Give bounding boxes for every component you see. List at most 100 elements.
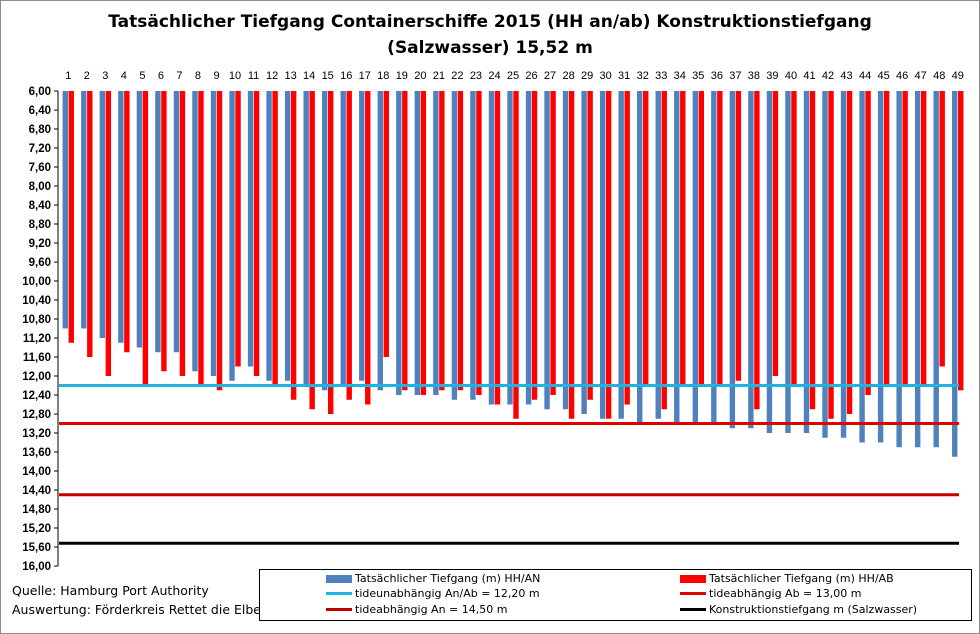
bar-hh-ab (958, 91, 964, 391)
y-tick-label: 12,40 (22, 390, 51, 402)
y-tick-label: 6,40 (29, 105, 51, 117)
y-tick-label: 11,60 (23, 352, 51, 364)
bar-hh-an (229, 91, 235, 381)
bar-hh-ab (365, 91, 371, 405)
y-tick-label: 7,60 (29, 162, 51, 174)
bar-hh-an (340, 91, 346, 386)
x-category-label: 43 (840, 70, 852, 82)
bar-hh-ab (420, 91, 427, 395)
x-category-label: 48 (933, 70, 945, 82)
x-category-label: 25 (507, 70, 519, 82)
legend-swatch-tideunabhaengig (326, 592, 352, 595)
bar-hh-an (914, 91, 921, 448)
legend-label-tideabhaengig-an: tideabhängig An = 14,50 m (355, 603, 508, 616)
y-tick-label: 15,20 (22, 523, 51, 535)
reference-lines (59, 384, 959, 545)
bar-hh-an (173, 91, 180, 353)
x-category-label: 45 (877, 70, 889, 82)
x-category-label: 32 (637, 70, 649, 82)
x-category-label: 23 (470, 70, 482, 82)
bar-hh-an (414, 91, 421, 395)
bar-hh-an (711, 91, 717, 424)
bar-hh-an (766, 91, 773, 433)
x-category-label: 40 (785, 70, 797, 82)
bar-hh-an (859, 91, 865, 443)
analysis-label: Auswertung: Förderkreis Rettet die Elbe (12, 602, 261, 617)
y-tick-label: 13,60 (22, 447, 51, 459)
x-category-label: 16 (340, 70, 352, 82)
bar-hh-an (433, 91, 439, 395)
bar-hh-an (822, 91, 828, 438)
x-category-label: 3 (102, 70, 108, 82)
bar-hh-an (692, 91, 699, 424)
bar-hh-an (803, 91, 810, 433)
bar-hh-an (840, 91, 847, 438)
y-tick-label: 14,00 (22, 466, 51, 478)
bar-hh-ab (920, 91, 927, 386)
bar-hh-ab (383, 91, 389, 357)
y-tick-label: 7,20 (29, 143, 51, 155)
y-tick-label: 6,80 (29, 124, 51, 136)
x-category-label: 46 (896, 70, 908, 82)
x-category-label: 1 (65, 70, 71, 82)
x-category-label: 30 (600, 70, 612, 82)
x-category-label: 19 (396, 70, 408, 82)
x-category-label: 42 (822, 70, 834, 82)
legend-swatch-tideabhaengig-an (326, 608, 352, 611)
y-tick-label: 16,00 (22, 561, 51, 573)
y-tick-label: 8,80 (29, 219, 51, 231)
y-tick-label: 10,80 (22, 314, 51, 326)
x-category-label: 9 (213, 70, 219, 82)
bar-hh-an (599, 91, 606, 419)
bar-hh-ab (772, 91, 779, 376)
bar-hh-ab (865, 91, 871, 395)
bar-hh-ab (809, 91, 816, 410)
bar-hh-ab (828, 91, 834, 419)
bar-hh-ab (846, 91, 853, 414)
bar-hh-ab (272, 91, 278, 386)
bar-hh-an (136, 91, 143, 348)
bar-hh-ab (883, 91, 890, 386)
bar-hh-ab (939, 91, 945, 367)
bar-hh-ab (605, 91, 612, 419)
bar-hh-ab (902, 91, 908, 386)
bar-hh-ab (791, 91, 797, 386)
bar-hh-ab (457, 91, 464, 391)
y-tick-label: 9,20 (29, 238, 51, 250)
x-category-label: 29 (581, 70, 593, 82)
x-category-label: 12 (266, 70, 278, 82)
bar-hh-an (359, 91, 365, 381)
bar-hh-an (155, 91, 161, 353)
bar-hh-ab (587, 91, 593, 400)
bar-hh-ab (142, 91, 149, 386)
y-tick-label: 11,20 (23, 333, 51, 345)
x-category-label: 28 (562, 70, 574, 82)
bar-hh-ab (253, 91, 260, 376)
legend-swatch-konstruktionstiefgang (680, 608, 706, 611)
bar-hh-an (674, 91, 680, 424)
bar-hh-ab (735, 91, 742, 381)
bar-hh-ab (124, 91, 130, 353)
legend-swatch-tideabhaengig-ab (680, 592, 706, 595)
bar-hh-ab (290, 91, 297, 400)
bar-hh-an (729, 91, 736, 429)
bar-hh-an (396, 91, 402, 395)
bar-hh-ab (68, 91, 74, 343)
bar-hh-an (470, 91, 476, 400)
bar-hh-ab (624, 91, 630, 405)
bar-hh-an (451, 91, 458, 400)
x-category-label: 27 (544, 70, 556, 82)
bar-hh-an (933, 91, 939, 448)
x-category-label: 8 (195, 70, 201, 82)
x-category-label: 7 (176, 70, 182, 82)
bar-hh-ab (346, 91, 352, 400)
bar-hh-an (655, 91, 661, 419)
x-category-label: 17 (359, 70, 371, 82)
x-category-label: 31 (618, 70, 630, 82)
chart-title-line2: (Salzwasser) 15,52 m (387, 38, 593, 58)
x-category-label: 39 (766, 70, 778, 82)
bar-hh-ab (661, 91, 667, 410)
bar-hh-an (247, 91, 254, 367)
bar-hh-an (210, 91, 217, 376)
